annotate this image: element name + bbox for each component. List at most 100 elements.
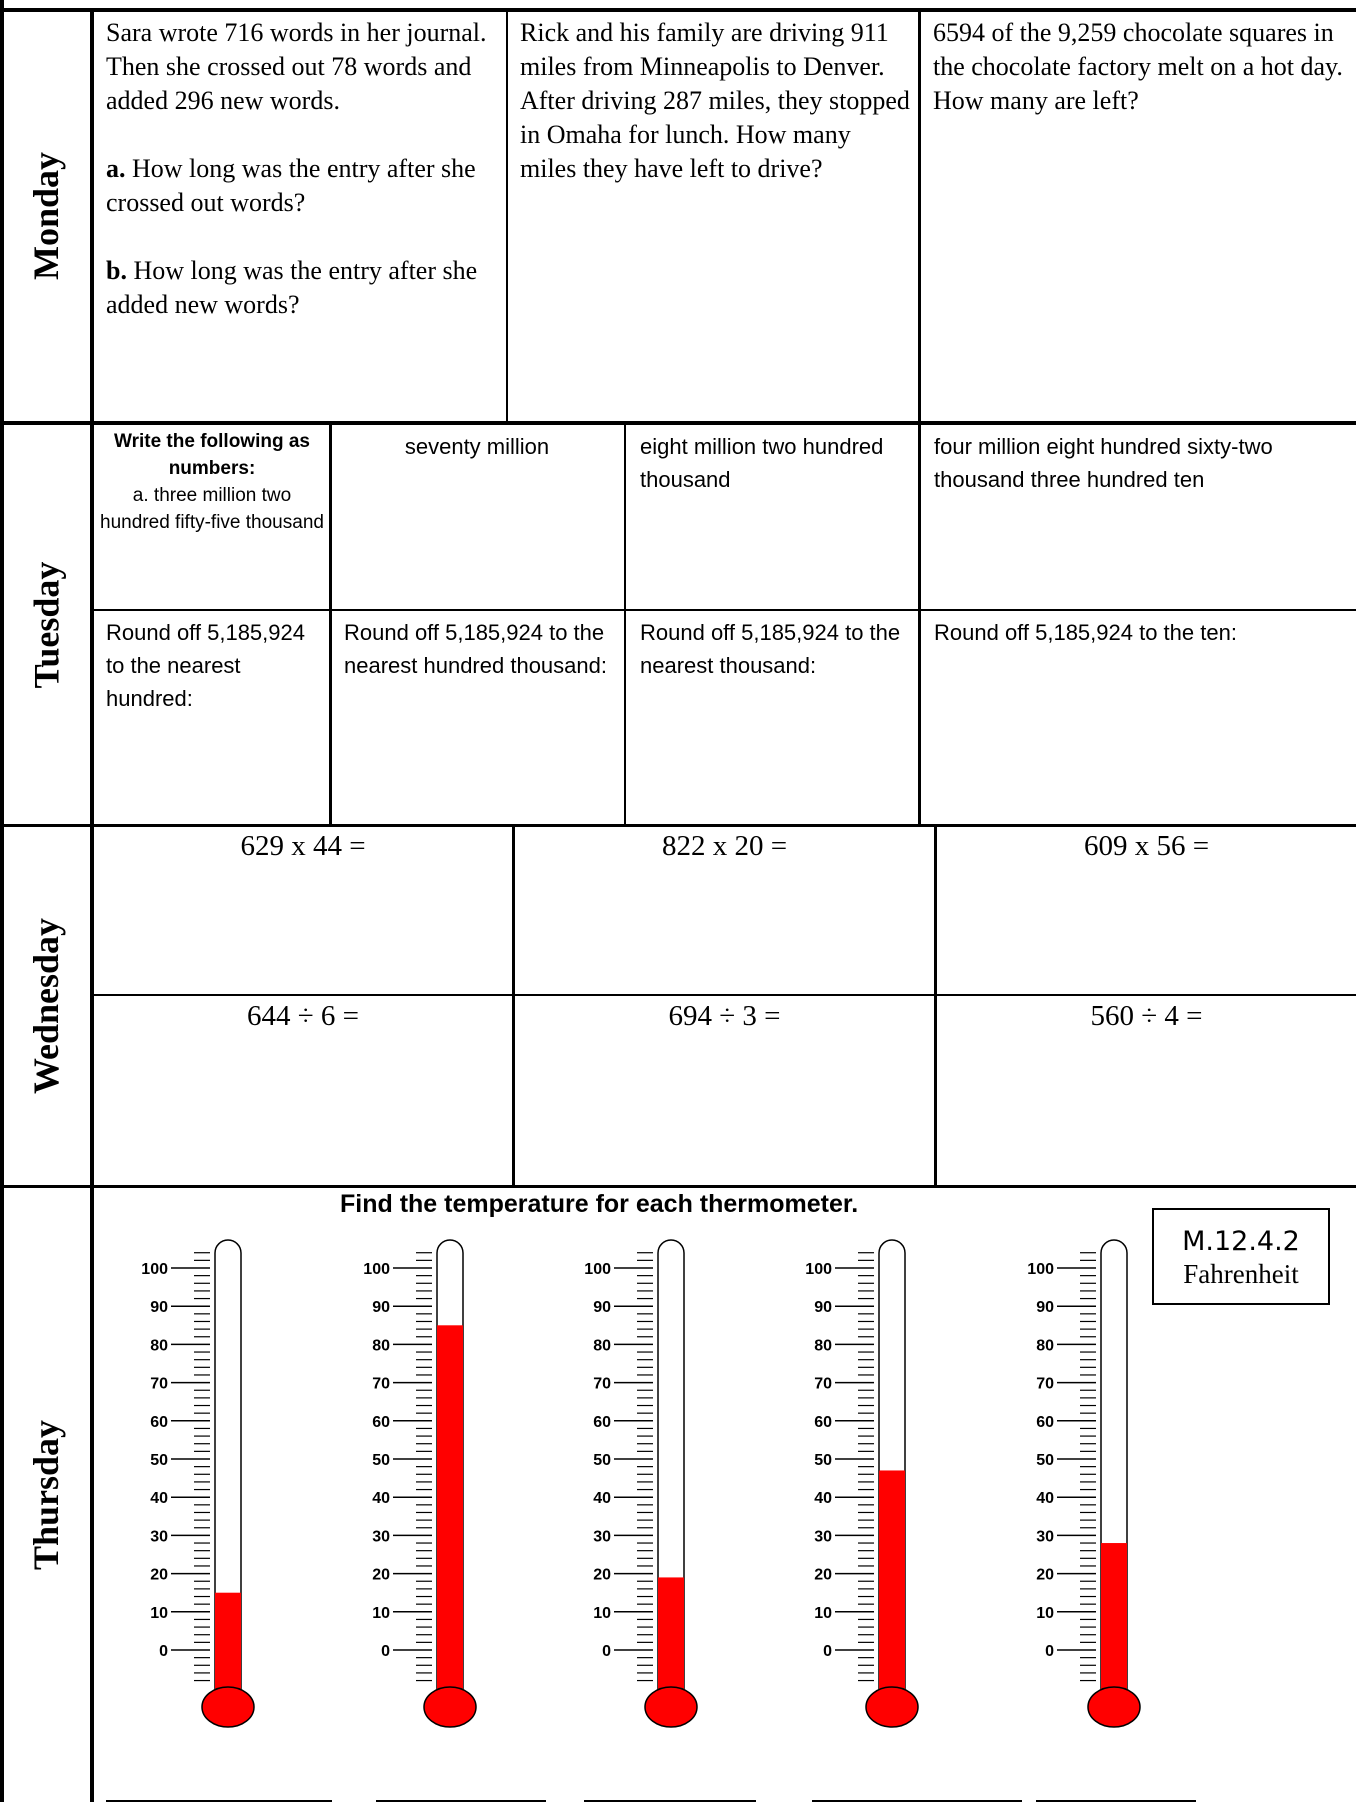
top-border [0, 8, 1356, 12]
scale-label: 80 [814, 1337, 832, 1354]
wednesday-divider-2 [934, 826, 937, 1186]
scale-label: 40 [1036, 1490, 1054, 1507]
scale-label: 20 [1036, 1567, 1054, 1584]
scale-label: 50 [1036, 1452, 1054, 1469]
multiplication-1: 629 x 44 = [240, 830, 366, 862]
thermometer-fill [658, 1577, 684, 1700]
standard-code-box: M.12.4.2 Fahrenheit [1152, 1208, 1330, 1305]
scale-label: 100 [584, 1261, 611, 1278]
thermometer-instructions: Find the temperature for each thermomete… [340, 1190, 859, 1218]
scale-label: 100 [141, 1261, 168, 1278]
scale-label: 50 [593, 1452, 611, 1469]
thermometer-bulb [865, 1686, 919, 1728]
scale-label: 70 [150, 1376, 168, 1393]
scale-label: 30 [372, 1528, 390, 1545]
standard-code: M.12.4.2 [1182, 1226, 1300, 1257]
scale-label: 0 [602, 1643, 611, 1660]
round-hundred: Round off 5,185,924 to the nearest hundr… [106, 620, 305, 711]
scale-label: 60 [1036, 1414, 1054, 1431]
scale-label: 80 [372, 1337, 390, 1354]
monday-divider-2 [918, 10, 921, 422]
scale-label: 50 [814, 1452, 832, 1469]
scale-label: 90 [372, 1299, 390, 1316]
round-ten: Round off 5,185,924 to the ten: [934, 620, 1237, 645]
write-heading: Write the following as numbers: [114, 431, 310, 479]
scale-label: 100 [1027, 1261, 1054, 1278]
scale-label: 20 [372, 1567, 390, 1584]
scale-label: 0 [823, 1643, 832, 1660]
thermometer-fill [1101, 1543, 1127, 1700]
write-item-3: eight million two hundred thousand [640, 434, 884, 492]
tuesday-divider-2 [624, 424, 626, 825]
multiplication-3: 609 x 56 = [1083, 830, 1210, 862]
scale-label: 10 [814, 1605, 832, 1622]
division-3: 560 ÷ 4 = [1090, 1000, 1203, 1032]
scale-label: 40 [150, 1490, 168, 1507]
scale-label: 20 [593, 1567, 611, 1584]
monday-problem-3: 6594 of the 9,259 chocolate squares in t… [933, 18, 1343, 115]
thermometer-bulb [1087, 1686, 1141, 1728]
monday-problem-1: Sara wrote 716 words in her journal. The… [106, 16, 502, 322]
scale-label: 10 [1036, 1605, 1054, 1622]
scale-label: 30 [593, 1528, 611, 1545]
scale-label: 60 [593, 1414, 611, 1431]
question-a: a. How long was the entry after she cros… [106, 154, 476, 217]
answer-blank-3[interactable] [584, 1800, 756, 1802]
tuesday-divider-3 [918, 424, 921, 825]
problem-intro: Sara wrote 716 words in her journal. The… [106, 18, 487, 115]
monday-divider-1 [506, 10, 508, 422]
row-divider-tuesday-inner [92, 609, 1356, 611]
scale-label: 80 [593, 1337, 611, 1354]
scale-label: 100 [363, 1261, 390, 1278]
scale-label: 60 [814, 1414, 832, 1431]
wednesday-divider-1 [512, 826, 515, 1186]
multiplication-2: 822 x 20 = [661, 830, 788, 862]
scale-label: 70 [814, 1376, 832, 1393]
scale-label: 50 [150, 1452, 168, 1469]
answer-blank-2[interactable] [376, 1800, 546, 1802]
scale-label: 90 [1036, 1299, 1054, 1316]
answer-blank-4[interactable] [812, 1800, 1022, 1802]
scale-label: 100 [805, 1261, 832, 1278]
scale-label: 30 [814, 1528, 832, 1545]
scale-label: 50 [372, 1452, 390, 1469]
day-column-divider [90, 10, 94, 1802]
scale-label: 90 [593, 1299, 611, 1316]
thermometer-fill [437, 1325, 463, 1700]
thermometer-tube [214, 1239, 242, 1700]
scale-label: 90 [814, 1299, 832, 1316]
write-as-numbers-cell: Write the following as numbers: a. three… [100, 428, 324, 536]
tuesday-divider-1 [329, 424, 332, 825]
scale-label: 40 [814, 1490, 832, 1507]
scale-label: 70 [372, 1376, 390, 1393]
thermometer-fill [879, 1470, 905, 1700]
row-divider-tuesday [0, 824, 1356, 827]
left-border [0, 0, 4, 1802]
row-divider-wednesday [0, 1185, 1356, 1188]
thermometer-bulb [423, 1686, 477, 1728]
thermometer-bulb [644, 1686, 698, 1728]
scale-label: 40 [593, 1490, 611, 1507]
write-item-2: seventy million [404, 434, 550, 459]
scale-label: 40 [372, 1490, 390, 1507]
question-b: b. How long was the entry after she adde… [106, 256, 478, 319]
round-thousand: Round off 5,185,924 to the nearest thous… [640, 620, 901, 678]
scale-label: 90 [150, 1299, 168, 1316]
write-item-a: a. three million two hundred fifty-five … [100, 485, 324, 533]
scale-label: 10 [372, 1605, 390, 1622]
unit-label: Fahrenheit [1183, 1259, 1299, 1289]
division-2: 694 ÷ 3 = [668, 1000, 781, 1032]
answer-blank-5[interactable] [1036, 1800, 1196, 1802]
scale-label: 0 [1045, 1643, 1054, 1660]
scale-label: 0 [381, 1643, 390, 1660]
answer-blank-1[interactable] [106, 1800, 332, 1802]
scale-label: 60 [372, 1414, 390, 1431]
scale-label: 70 [593, 1376, 611, 1393]
scale-label: 80 [150, 1337, 168, 1354]
scale-label: 70 [1036, 1376, 1054, 1393]
scale-label: 30 [150, 1528, 168, 1545]
scale-label: 10 [150, 1605, 168, 1622]
write-item-4: four million eight hundred sixty-two tho… [934, 434, 1273, 492]
division-1: 644 ÷ 6 = [246, 1000, 360, 1032]
